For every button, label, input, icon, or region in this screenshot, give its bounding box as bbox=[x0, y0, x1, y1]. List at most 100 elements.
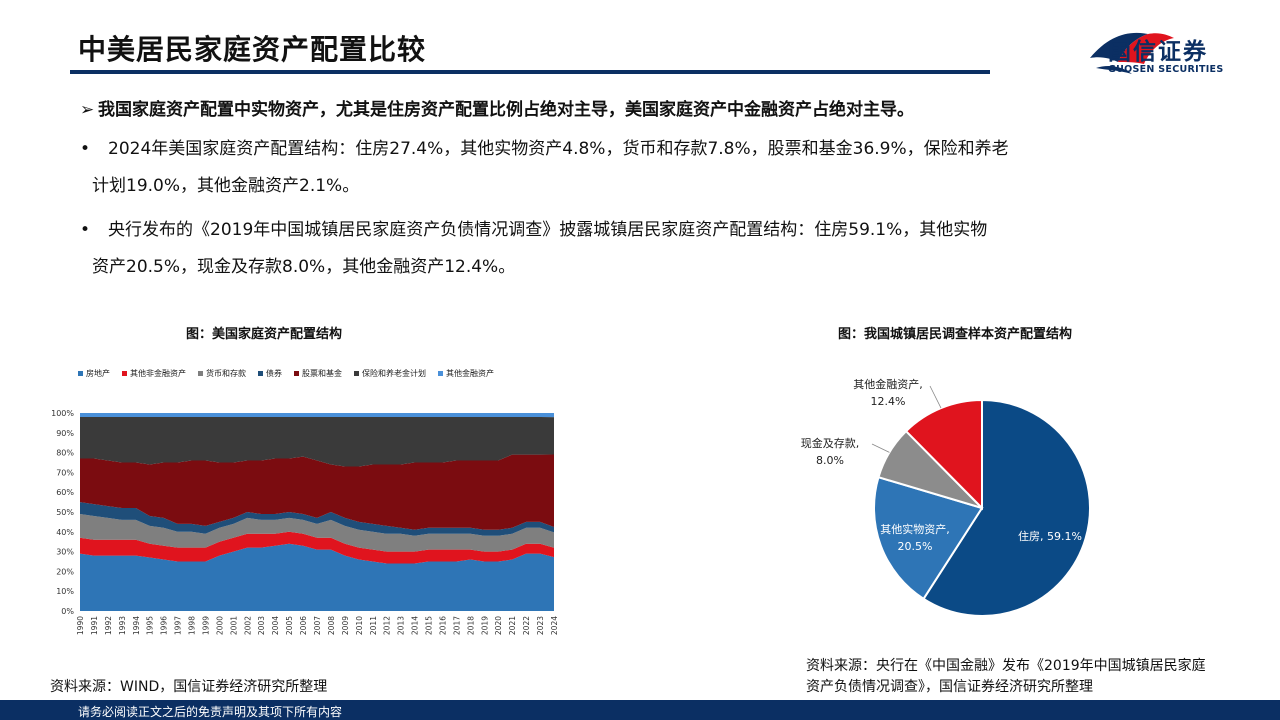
x-tick-label: 1998 bbox=[188, 616, 197, 635]
china-asset-pie-chart: 住房, 59.1% 其他实物资产, 20.5% 现金及存款, 8.0% 其他金融资产, 12… bbox=[801, 377, 1091, 617]
legend-item: 债券 bbox=[258, 368, 282, 379]
source-line: 资料来源：央行在《中国金融》发布《2019年中国城镇居民家庭 bbox=[806, 658, 1206, 674]
legend-swatch bbox=[78, 371, 83, 376]
page-title: 中美居民家庭资产配置比较 bbox=[78, 33, 427, 66]
legend-label: 保险和养老金计划 bbox=[362, 369, 426, 378]
x-tick-label: 1995 bbox=[146, 616, 155, 635]
legend-item: 其他非金融资产 bbox=[122, 368, 186, 379]
footer-disclaimer: 请务必阅读正文之后的免责声明及其项下所有内容 bbox=[78, 705, 343, 719]
legend-item: 房地产 bbox=[78, 368, 110, 379]
legend-label: 股票和基金 bbox=[302, 369, 342, 378]
logo-text: 国信证券 bbox=[1108, 39, 1208, 65]
y-tick-label: 20% bbox=[56, 567, 74, 576]
legend-swatch bbox=[198, 371, 203, 376]
legend-swatch bbox=[258, 371, 263, 376]
x-tick-label: 2014 bbox=[411, 616, 420, 635]
lead-text: 我国家庭资产配置中实物资产，尤其是住房资产配置比例占绝对主导，美国家庭资产中金融… bbox=[98, 100, 914, 120]
x-tick-label: 1997 bbox=[174, 616, 183, 635]
y-tick-label: 70% bbox=[56, 468, 74, 477]
x-tick-label: 2021 bbox=[508, 616, 517, 635]
x-tick-label: 1996 bbox=[160, 616, 169, 635]
legend-swatch bbox=[122, 371, 127, 376]
arrow-bullet-icon: ➢ bbox=[80, 100, 95, 120]
y-tick-label: 80% bbox=[56, 449, 74, 458]
pie-leader-line bbox=[871, 443, 890, 453]
chart-legend: 房地产 其他非金融资产 货币和存款 债券 股票和基金 保险和养老金计划 其他金融资产 bbox=[78, 368, 494, 379]
y-tick-label: 100% bbox=[51, 409, 74, 418]
legend-swatch bbox=[438, 371, 443, 376]
area-series-其他非金融资产 bbox=[80, 531, 554, 564]
guosen-logo-icon bbox=[1090, 32, 1174, 74]
bullet-text-line: 2024年美国家庭资产配置结构：住房27.4%，其他实物资产4.8%，货币和存款… bbox=[108, 139, 1009, 159]
bullet-china-structure: • 央行发布的《2019年中国城镇居民家庭资产负债情况调查》披露城镇居民家庭资产… bbox=[80, 212, 1190, 286]
x-tick-label: 2000 bbox=[215, 616, 224, 635]
pie-slice-住房 bbox=[922, 398, 1091, 617]
legend-item: 货币和存款 bbox=[198, 368, 246, 379]
y-tick-label: 50% bbox=[56, 508, 74, 517]
y-tick-label: 0% bbox=[61, 607, 74, 616]
legend-swatch bbox=[294, 371, 299, 376]
x-tick-label: 1992 bbox=[104, 616, 113, 635]
pie-data-label: 现金及存款, bbox=[801, 436, 860, 450]
x-tick-label: 2006 bbox=[299, 616, 308, 635]
figure-us-title: 图：美国家庭资产配置结构 bbox=[186, 327, 343, 342]
y-tick-label: 60% bbox=[56, 488, 74, 497]
x-tick-label: 2003 bbox=[257, 616, 266, 635]
pie-slice-其他实物资产 bbox=[873, 475, 984, 601]
area-series-房地产 bbox=[80, 543, 554, 611]
pie-data-label: 其他金融资产, bbox=[853, 377, 923, 391]
area-series-保险和养老金计划 bbox=[80, 417, 554, 467]
figure-china-title: 图：我国城镇居民调查样本资产配置结构 bbox=[838, 327, 1073, 342]
y-tick-label: 40% bbox=[56, 528, 74, 537]
x-tick-label: 1999 bbox=[201, 616, 210, 635]
legend-label: 债券 bbox=[266, 369, 282, 378]
x-tick-label: 2019 bbox=[480, 616, 489, 635]
x-tick-label: 2008 bbox=[327, 616, 336, 635]
bullet-dot-icon: • bbox=[80, 139, 91, 159]
logo-subtitle: GUOSEN SECURITIES bbox=[1108, 64, 1224, 75]
footer-bar: 请务必阅读正文之后的免责声明及其项下所有内容 bbox=[0, 700, 1280, 720]
legend-swatch bbox=[354, 371, 359, 376]
lead-statement: ➢ 我国家庭资产配置中实物资产，尤其是住房资产配置比例占绝对主导，美国家庭资产中金… bbox=[80, 95, 914, 120]
y-tick-label: 90% bbox=[56, 429, 74, 438]
x-tick-label: 2005 bbox=[285, 616, 294, 635]
title-underline bbox=[70, 70, 990, 74]
pie-data-label: 住房, 59.1% bbox=[1018, 529, 1082, 543]
bullet-text-line: 资产20.5%，现金及存款8.0%，其他金融资产12.4%。 bbox=[92, 257, 516, 277]
pie-leader-line bbox=[929, 385, 942, 409]
x-tick-label: 2002 bbox=[243, 616, 252, 635]
x-tick-label: 1993 bbox=[118, 616, 127, 635]
legend-label: 房地产 bbox=[86, 369, 110, 378]
legend-label: 其他金融资产 bbox=[446, 369, 494, 378]
y-tick-label: 30% bbox=[56, 548, 74, 557]
legend-label: 货币和存款 bbox=[206, 369, 246, 378]
x-tick-label: 1994 bbox=[132, 616, 141, 635]
source-line: 资产负债情况调查》，国信证券经济研究所整理 bbox=[806, 679, 1093, 695]
pie-data-label: 8.0% bbox=[816, 454, 844, 467]
x-tick-label: 2017 bbox=[452, 616, 461, 635]
bullet-text-line: 计划19.0%，其他金融资产2.1%。 bbox=[92, 176, 360, 196]
bullet-dot-icon: • bbox=[80, 220, 91, 240]
x-tick-label: 2012 bbox=[383, 616, 392, 635]
y-tick-label: 10% bbox=[56, 587, 74, 596]
x-tick-label: 2023 bbox=[536, 616, 545, 635]
area-series-货币和存款 bbox=[80, 514, 554, 552]
figure-china-source: 资料来源：央行在《中国金融》发布《2019年中国城镇居民家庭 资产负债情况调查》… bbox=[806, 656, 1206, 698]
legend-item: 其他金融资产 bbox=[438, 368, 494, 379]
us-asset-area-chart: 0% 10% 20% 30% 40% 50% 60% 70% 80% 90% 100% 1990 199… bbox=[51, 409, 559, 635]
x-tick-label: 2022 bbox=[522, 616, 531, 635]
pie-data-label: 其他实物资产, bbox=[880, 522, 950, 536]
area-series-股票和基金 bbox=[80, 454, 554, 530]
x-tick-label: 2015 bbox=[425, 616, 434, 635]
pie-data-label: 20.5% bbox=[898, 540, 933, 553]
x-tick-label: 1991 bbox=[90, 616, 99, 635]
area-series-债券 bbox=[80, 502, 554, 536]
x-tick-label: 2007 bbox=[313, 616, 322, 635]
legend-item: 保险和养老金计划 bbox=[354, 368, 426, 379]
legend-item: 股票和基金 bbox=[294, 368, 342, 379]
x-tick-label: 2011 bbox=[369, 616, 378, 635]
x-tick-label: 2020 bbox=[494, 616, 503, 635]
x-tick-label: 2004 bbox=[271, 616, 280, 635]
x-tick-label: 2010 bbox=[355, 616, 364, 635]
x-tick-label: 2001 bbox=[229, 616, 238, 635]
